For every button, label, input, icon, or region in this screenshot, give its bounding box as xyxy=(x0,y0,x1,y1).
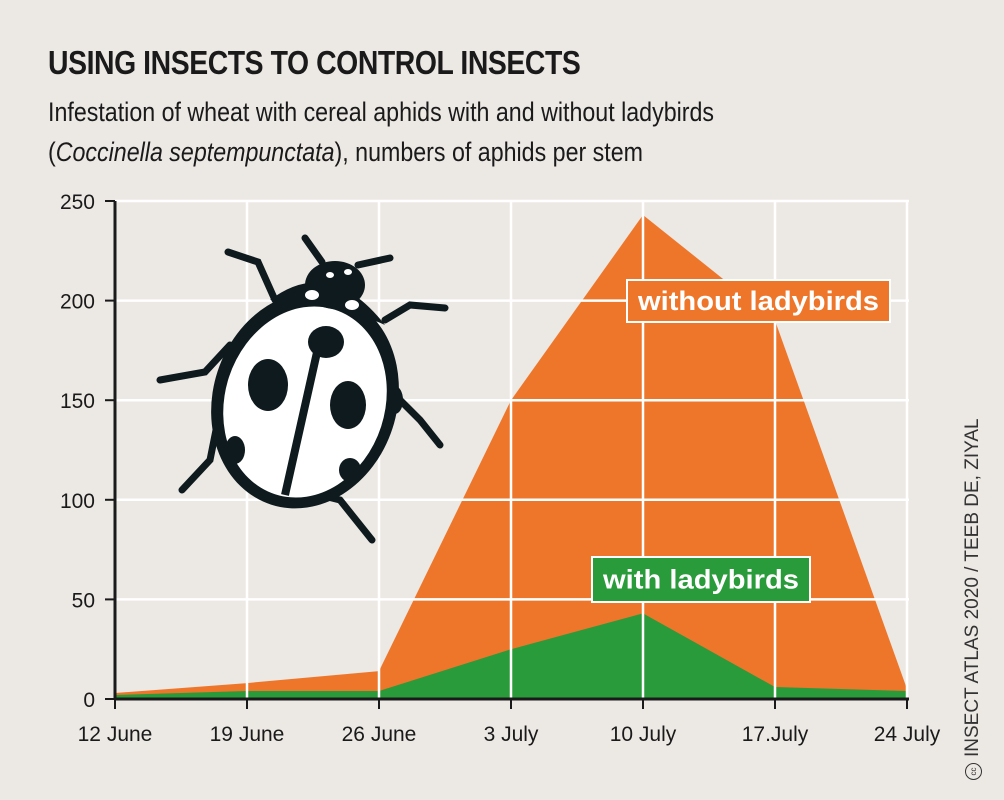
x-tick-label: 24 July xyxy=(874,723,941,746)
x-tick-label: 10 July xyxy=(610,723,677,746)
y-tick-label: 100 xyxy=(60,490,95,513)
y-tick-label: 150 xyxy=(60,390,95,413)
x-tick-label: 26 June xyxy=(342,723,417,746)
label-text: without ladybirds xyxy=(637,286,879,316)
x-tick-label: 3 July xyxy=(484,723,539,746)
y-tick-label: 250 xyxy=(60,191,95,214)
ladybird-icon xyxy=(156,234,449,544)
series-label-without-ladybirds: without ladybirds xyxy=(626,279,891,323)
label-box xyxy=(626,279,891,323)
x-tick-label: 19 June xyxy=(210,723,285,746)
y-tick-label: 200 xyxy=(60,291,95,314)
creative-commons-icon: cc xyxy=(965,763,982,780)
chart-subtitle: Infestation of wheat with cereal aphids … xyxy=(48,92,714,172)
x-tick-label: 12 June xyxy=(78,723,153,746)
subtitle-rest: ), numbers of aphids per stem xyxy=(334,137,643,167)
chart-title: USING INSECTS TO CONTROL INSECTS xyxy=(48,44,581,81)
subtitle-line1: Infestation of wheat with cereal aphids … xyxy=(48,97,715,127)
y-tick-label: 0 xyxy=(83,689,95,712)
credit-label: INSECT ATLAS 2020 / TEEB DE, ZIYAL xyxy=(962,418,983,757)
subtitle-species: Coccinella septempunctata xyxy=(55,137,335,167)
label-box xyxy=(591,556,811,603)
series-label-with-ladybirds: with ladybirds xyxy=(591,556,811,603)
y-tick-label: 50 xyxy=(72,589,95,612)
subtitle-open: ( xyxy=(48,137,56,167)
credit-text: cc INSECT ATLAS 2020 / TEEB DE, ZIYAL xyxy=(962,418,984,780)
label-text: with ladybirds xyxy=(602,565,799,595)
x-tick-label: 17.July xyxy=(742,723,809,746)
